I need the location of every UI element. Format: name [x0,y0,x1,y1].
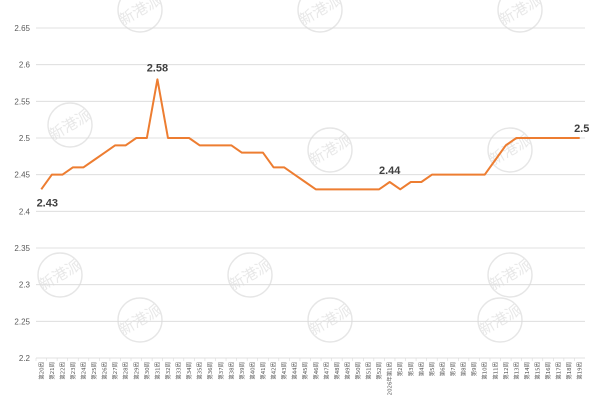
x-tick-label: 第52周 [375,362,383,380]
data-label: 2.58 [147,62,168,74]
series-layer [40,78,580,191]
y-tick-label: 2.25 [14,317,30,326]
x-tick-label: 第41周 [259,362,267,380]
y-tick-label: 2.55 [14,97,30,106]
x-tick-label: 第33周 [175,362,183,380]
watermark: 新港派 [116,0,164,33]
x-tick-label: 第12周 [502,362,510,380]
y-tick-label: 2.35 [14,244,30,253]
data-labels: 2.43 2.58 2.44 2.5 [37,62,590,209]
x-tick-label: 第19周 [576,362,584,380]
x-tick-label: 第6周 [438,362,446,376]
x-tick-label: 第28周 [122,362,130,380]
x-tick-label: 第48周 [333,362,341,380]
watermark-circle [117,297,163,343]
y-tick-label: 2.4 [19,207,31,216]
x-tick-label: 第21周 [48,362,56,380]
x-tick-label: 2026年第1周 [386,362,394,395]
x-tick-label: 第35周 [196,362,204,380]
x-tick-label: 第24周 [80,362,88,380]
x-tick-label: 第29周 [132,362,140,380]
grid-lines [36,27,585,359]
watermark-circle [47,102,93,148]
y-tick-label: 2.6 [19,61,31,70]
data-label: 2.5 [574,123,589,135]
watermark-circle [37,252,83,298]
watermark: 新港派 [36,252,84,298]
x-tick-label: 第7周 [449,362,457,376]
y-tick-label: 2.5 [19,134,31,143]
x-tick-label: 第30周 [143,362,151,380]
x-tick-label: 第26周 [101,362,109,380]
watermark-circle [297,0,343,33]
watermark-circle [477,297,523,343]
x-tick-label: 第42周 [270,362,278,380]
y-tick-label: 2.65 [14,24,30,33]
x-tick-label: 第32周 [164,362,172,380]
x-tick-label: 第23周 [69,362,77,380]
x-tick-label: 第43周 [280,362,288,380]
watermark: 新港派 [486,252,534,298]
watermark: 新港派 [496,0,544,33]
x-tick-label: 第5周 [428,362,436,376]
x-tick-label: 第31周 [153,362,161,380]
watermark: 新港派 [226,252,274,298]
x-tick-label: 第8周 [460,362,468,376]
watermark-circle [307,297,353,343]
x-tick-label: 第17周 [555,362,563,380]
x-tick-label: 第4周 [417,362,425,376]
y-axis: 2.2 2.25 2.3 2.35 2.4 2.45 2.5 2.55 2.6 2.65 [14,24,30,363]
x-tick-label: 第18周 [565,362,573,380]
x-tick-label: 第34周 [185,362,193,380]
watermark-circle [487,127,533,173]
x-tick-label: 第27周 [111,362,119,380]
watermark: 新港派 [476,297,524,343]
x-tick-label: 第11周 [491,362,499,380]
y-tick-label: 2.45 [14,171,30,180]
x-tick-label: 第44周 [291,362,299,380]
watermark: 新港派 [306,297,354,343]
x-tick-label: 第45周 [301,362,309,380]
watermark: 新港派 [116,297,164,343]
x-tick-label: 第9周 [470,362,478,376]
watermark-circle [117,0,163,33]
x-tick-label: 第3周 [407,362,415,376]
x-tick-label: 第46周 [312,362,320,380]
watermark-circle [497,0,543,33]
x-tick-label: 第14周 [523,362,531,380]
x-tick-label: 第13周 [512,362,520,380]
x-tick-label: 第2周 [396,362,404,376]
watermark-circle [487,252,533,298]
x-tick-label: 第15周 [533,362,541,380]
x-tick-label: 第51周 [365,362,373,380]
watermark: 新港派 [46,102,94,148]
watermark-circle [227,252,273,298]
x-tick-label: 第25周 [90,362,98,380]
x-tick-label: 第38周 [227,362,235,380]
x-tick-label: 第39周 [238,362,246,380]
x-tick-label: 第20周 [37,362,45,380]
data-label: 2.44 [379,165,401,177]
x-tick-label: 第16周 [544,362,552,380]
data-label: 2.43 [37,197,58,209]
watermark: 新港派 [306,127,354,173]
x-tick-label: 第40周 [248,362,256,380]
x-tick-label: 第37周 [217,362,225,380]
x-tick-label: 第22周 [58,362,66,380]
watermark-circle [307,127,353,173]
watermark: 新港派 [296,0,344,33]
y-tick-label: 2.3 [19,281,31,290]
y-tick-label: 2.2 [19,354,31,363]
x-tick-label: 第10周 [481,362,489,380]
x-tick-label: 第50周 [354,362,362,380]
x-tick-label: 第47周 [322,362,330,380]
series-line [40,78,580,191]
x-tick-label: 第49周 [343,362,351,380]
watermark: 新港派 [486,127,534,173]
x-tick-label: 第36周 [206,362,214,380]
x-axis: 第20周 第21周 第22周 第23周 第24周 第25周 第26周 第27周 第28周 第29周… [35,358,584,395]
